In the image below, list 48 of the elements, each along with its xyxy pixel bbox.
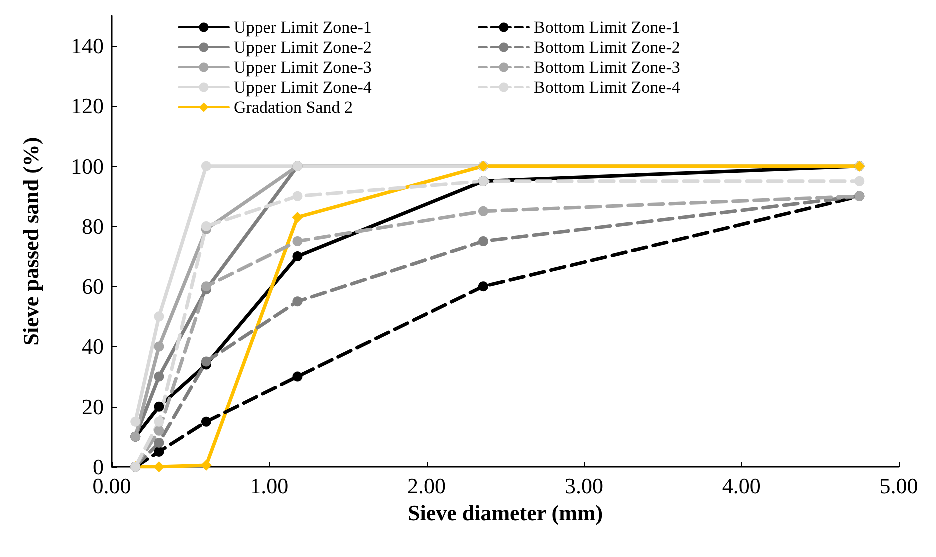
point: [130, 416, 141, 427]
point: [292, 252, 303, 262]
x-tick-label: 4.00: [722, 474, 761, 498]
x-axis-title: Sieve diameter (mm): [408, 500, 604, 526]
point: [154, 312, 164, 322]
point: [478, 282, 488, 292]
legend-label: Upper Limit Zone-2: [234, 38, 372, 57]
point: [154, 342, 164, 352]
point: [154, 372, 164, 382]
legend-label: Upper Limit Zone-1: [234, 18, 372, 37]
point: [201, 416, 212, 427]
point: [154, 462, 165, 472]
x-tick-label: 5.00: [880, 474, 918, 498]
point: [292, 296, 303, 307]
point: [201, 221, 212, 232]
y-tick-label: 140: [71, 34, 104, 59]
y-tick-label: 60: [82, 274, 104, 300]
legend-label: Bottom Limit Zone-3: [534, 58, 680, 77]
point: [201, 282, 212, 292]
y-tick-label: 120: [71, 94, 104, 119]
point: [292, 191, 303, 202]
point: [154, 426, 164, 436]
legend-label: Upper Limit Zone-3: [234, 58, 372, 77]
y-tick-label: 100: [71, 154, 104, 179]
y-tick-label: 20: [82, 394, 104, 420]
point: [292, 212, 304, 223]
x-tick-label: 3.00: [564, 474, 604, 498]
point: [478, 206, 488, 216]
x-tick-label: 1.00: [250, 474, 289, 498]
x-tick-label: 2.00: [408, 474, 446, 498]
legend-label: Bottom Limit Zone-2: [534, 38, 680, 57]
point: [154, 402, 164, 412]
y-axis-title: Sieve passed sand (%): [18, 137, 44, 346]
legend-label: Bottom Limit Zone-1: [534, 18, 680, 37]
legend-label: Gradation Sand 2: [234, 98, 353, 117]
point: [154, 438, 164, 448]
point: [154, 446, 164, 457]
point: [854, 176, 865, 186]
legend-label: Upper Limit Zone-4: [234, 78, 372, 97]
point: [292, 236, 303, 246]
point: [201, 161, 212, 172]
y-tick-label: 40: [82, 334, 104, 360]
legend-label: Bottom Limit Zone-4: [534, 78, 681, 97]
y-tick-label: 80: [82, 214, 104, 239]
point: [154, 416, 164, 427]
point: [478, 236, 488, 246]
point: [292, 372, 303, 382]
point: [201, 356, 212, 367]
